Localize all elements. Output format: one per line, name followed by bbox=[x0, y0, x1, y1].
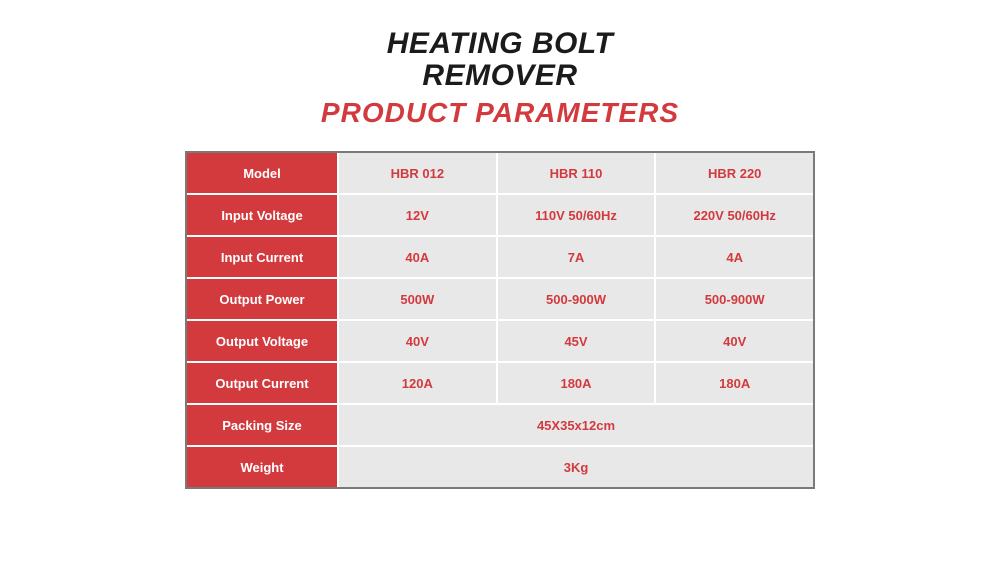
table-cell: HBR 110 bbox=[498, 153, 657, 193]
table-row: Output Power 500W 500-900W 500-900W bbox=[187, 279, 813, 321]
table-cell: 120A bbox=[339, 363, 498, 403]
title-line-1: HEATING BOLT bbox=[321, 28, 679, 60]
table-row: Model HBR 012 HBR 110 HBR 220 bbox=[187, 153, 813, 195]
row-header: Output Power bbox=[187, 279, 339, 319]
row-header: Output Voltage bbox=[187, 321, 339, 361]
table-cell: 500W bbox=[339, 279, 498, 319]
table-cell: 4A bbox=[656, 237, 813, 277]
table-cell: 220V 50/60Hz bbox=[656, 195, 813, 235]
table-cell-merged: 45X35x12cm bbox=[339, 405, 813, 445]
table-row: Input Voltage 12V 110V 50/60Hz 220V 50/6… bbox=[187, 195, 813, 237]
table-cell: 500-900W bbox=[498, 279, 657, 319]
table-row: Output Voltage 40V 45V 40V bbox=[187, 321, 813, 363]
table-cell-merged: 3Kg bbox=[339, 447, 813, 487]
title-block: HEATING BOLT REMOVER PRODUCT PARAMETERS bbox=[321, 28, 679, 129]
table-cell: 7A bbox=[498, 237, 657, 277]
row-header: Output Current bbox=[187, 363, 339, 403]
table-cell: 40A bbox=[339, 237, 498, 277]
table-cell: 180A bbox=[656, 363, 813, 403]
row-header: Packing Size bbox=[187, 405, 339, 445]
table-cell: HBR 012 bbox=[339, 153, 498, 193]
table-cell: 500-900W bbox=[656, 279, 813, 319]
table-row: Input Current 40A 7A 4A bbox=[187, 237, 813, 279]
table-cell: 40V bbox=[339, 321, 498, 361]
subtitle: PRODUCT PARAMETERS bbox=[321, 97, 679, 129]
table-cell: 180A bbox=[498, 363, 657, 403]
table-row: Output Current 120A 180A 180A bbox=[187, 363, 813, 405]
table-row: Packing Size 45X35x12cm bbox=[187, 405, 813, 447]
table-cell: 12V bbox=[339, 195, 498, 235]
title-line-2: REMOVER bbox=[321, 60, 679, 92]
row-header: Model bbox=[187, 153, 339, 193]
table-cell: HBR 220 bbox=[656, 153, 813, 193]
row-header: Input Current bbox=[187, 237, 339, 277]
table-cell: 110V 50/60Hz bbox=[498, 195, 657, 235]
table-cell: 40V bbox=[656, 321, 813, 361]
table-cell: 45V bbox=[498, 321, 657, 361]
row-header: Weight bbox=[187, 447, 339, 487]
parameters-table: Model HBR 012 HBR 110 HBR 220 Input Volt… bbox=[185, 151, 815, 489]
row-header: Input Voltage bbox=[187, 195, 339, 235]
table-row: Weight 3Kg bbox=[187, 447, 813, 487]
